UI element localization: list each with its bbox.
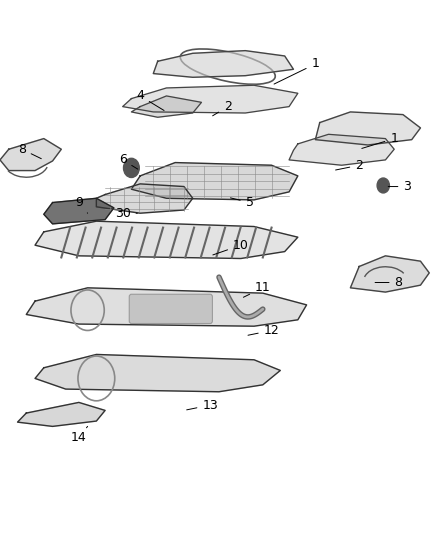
Polygon shape bbox=[35, 221, 298, 259]
FancyBboxPatch shape bbox=[129, 294, 212, 324]
Text: 8: 8 bbox=[375, 276, 403, 289]
Text: 2: 2 bbox=[336, 159, 363, 172]
Text: 10: 10 bbox=[213, 239, 249, 255]
Text: 5: 5 bbox=[230, 196, 254, 209]
Text: 13: 13 bbox=[187, 399, 218, 411]
Polygon shape bbox=[315, 112, 420, 145]
Polygon shape bbox=[131, 163, 298, 200]
Text: 12: 12 bbox=[248, 324, 279, 337]
Polygon shape bbox=[153, 51, 293, 77]
Text: 8: 8 bbox=[18, 143, 41, 159]
Polygon shape bbox=[18, 402, 105, 426]
Text: 11: 11 bbox=[244, 281, 271, 297]
Circle shape bbox=[377, 178, 389, 193]
Polygon shape bbox=[0, 139, 61, 171]
Polygon shape bbox=[26, 288, 307, 326]
Polygon shape bbox=[35, 354, 280, 392]
Text: 30: 30 bbox=[115, 207, 138, 220]
Text: 3: 3 bbox=[388, 180, 411, 193]
Polygon shape bbox=[96, 184, 193, 213]
Polygon shape bbox=[123, 85, 298, 113]
Text: 4: 4 bbox=[136, 90, 164, 110]
Text: 1: 1 bbox=[274, 58, 319, 84]
Text: 6: 6 bbox=[119, 154, 138, 169]
Text: 2: 2 bbox=[212, 100, 232, 116]
Polygon shape bbox=[289, 134, 394, 165]
Text: 9: 9 bbox=[75, 196, 88, 213]
Circle shape bbox=[124, 158, 139, 177]
Text: 1: 1 bbox=[362, 132, 398, 148]
Text: 14: 14 bbox=[71, 426, 88, 443]
Polygon shape bbox=[44, 198, 114, 224]
Polygon shape bbox=[350, 256, 429, 292]
Polygon shape bbox=[131, 96, 201, 117]
